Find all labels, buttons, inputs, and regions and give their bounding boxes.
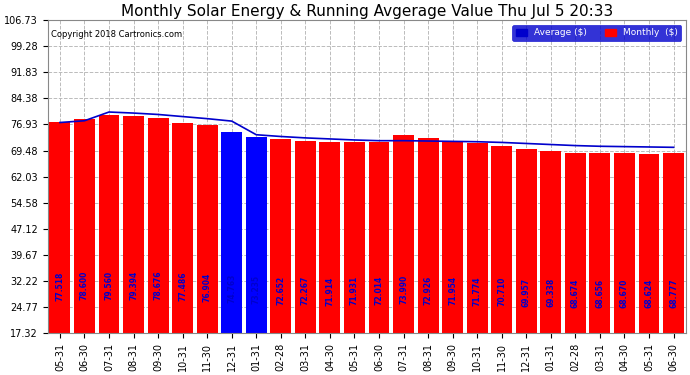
Text: 73.235: 73.235: [252, 275, 261, 304]
Text: 68.777: 68.777: [669, 279, 678, 308]
Text: 77.486: 77.486: [178, 272, 187, 302]
Bar: [565, 153, 586, 333]
Bar: [442, 142, 463, 333]
Text: Copyright 2018 Cartronics.com: Copyright 2018 Cartronics.com: [51, 30, 182, 39]
Text: 78.600: 78.600: [80, 271, 89, 300]
Bar: [638, 153, 660, 333]
Text: 78.676: 78.676: [154, 271, 163, 300]
Text: 68.656: 68.656: [595, 279, 604, 308]
Text: 77.518: 77.518: [55, 272, 64, 301]
Bar: [344, 142, 365, 333]
Bar: [50, 123, 70, 333]
Bar: [172, 123, 193, 333]
Text: 68.670: 68.670: [620, 279, 629, 308]
Bar: [368, 142, 389, 333]
Text: 68.624: 68.624: [644, 279, 653, 308]
Bar: [491, 146, 512, 333]
Bar: [295, 141, 316, 333]
Text: 73.990: 73.990: [399, 274, 408, 304]
Bar: [319, 142, 340, 333]
Text: 70.710: 70.710: [497, 277, 506, 306]
Text: 71.914: 71.914: [326, 276, 335, 306]
Text: 71.774: 71.774: [473, 276, 482, 306]
Text: 69.957: 69.957: [522, 278, 531, 307]
Bar: [148, 118, 168, 333]
Bar: [614, 153, 635, 333]
Text: 72.926: 72.926: [424, 276, 433, 305]
Bar: [663, 153, 684, 333]
Text: 72.652: 72.652: [276, 276, 286, 305]
Bar: [589, 153, 611, 333]
Bar: [99, 115, 119, 333]
Bar: [516, 149, 537, 333]
Text: 79.394: 79.394: [129, 270, 138, 300]
Bar: [74, 118, 95, 333]
Bar: [197, 124, 217, 333]
Text: 76.904: 76.904: [203, 272, 212, 302]
Title: Monthly Solar Energy & Running Avgerage Value Thu Jul 5 20:33: Monthly Solar Energy & Running Avgerage …: [121, 4, 613, 19]
Bar: [123, 116, 144, 333]
Bar: [270, 140, 291, 333]
Bar: [393, 135, 414, 333]
Bar: [540, 151, 561, 333]
Text: 72.014: 72.014: [375, 276, 384, 305]
Bar: [221, 132, 242, 333]
Text: 79.560: 79.560: [104, 270, 113, 300]
Bar: [466, 142, 488, 333]
Text: 69.338: 69.338: [546, 278, 555, 308]
Text: 72.267: 72.267: [301, 276, 310, 305]
Text: 74.763: 74.763: [227, 274, 236, 303]
Text: 71.931: 71.931: [350, 276, 359, 306]
Text: 71.954: 71.954: [448, 276, 457, 305]
Bar: [417, 138, 439, 333]
Legend: Average ($), Monthly  ($): Average ($), Monthly ($): [512, 25, 681, 41]
Bar: [246, 137, 267, 333]
Text: 68.674: 68.674: [571, 279, 580, 308]
